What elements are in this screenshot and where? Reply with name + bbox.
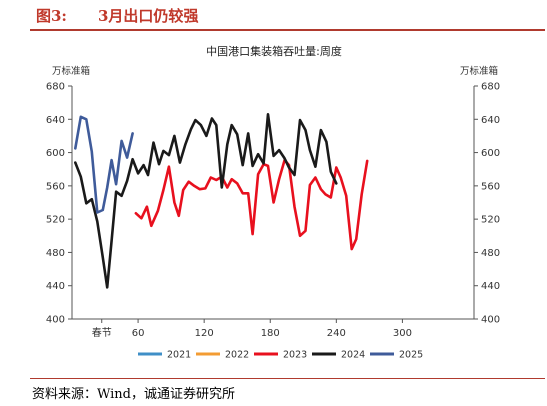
y-tick-label-right: 520 — [481, 215, 500, 226]
legend-label-2021: 2021 — [167, 350, 191, 361]
y-axis-right-label: 万标准箱 — [460, 65, 498, 77]
y-tick-label-left: 480 — [46, 248, 65, 259]
y-axis-left-label: 万标准箱 — [52, 65, 90, 77]
x-tick-label: 180 — [261, 328, 280, 339]
legend-label-2023: 2023 — [283, 350, 307, 361]
figure-number: 图3: — [36, 7, 67, 25]
y-tick-label-left: 520 — [46, 215, 65, 226]
y-tick-label-left: 400 — [46, 315, 65, 326]
y-tick-label-right: 400 — [481, 315, 500, 326]
y-tick-label-right: 440 — [481, 281, 500, 292]
y-tick-label-right: 680 — [481, 82, 500, 93]
x-tick-label: 春节 — [92, 327, 112, 339]
legend-label-2025: 2025 — [399, 350, 423, 361]
x-tick-label: 240 — [327, 328, 346, 339]
series-line-2024 — [74, 113, 338, 289]
source-note: 资料来源：Wind，诚通证券研究所 — [32, 387, 235, 402]
y-tick-label-right: 480 — [481, 248, 500, 259]
footer-rule — [30, 378, 545, 379]
y-tick-label-right: 640 — [481, 115, 500, 126]
y-tick-label-left: 640 — [46, 115, 65, 126]
series-line-2025 — [74, 115, 134, 214]
y-tick-label-left: 440 — [46, 281, 65, 292]
legend-label-2024: 2024 — [341, 350, 365, 361]
figure-header: 图3: 3月出口仍较强 — [4, 3, 543, 29]
x-tick-label: 300 — [393, 328, 412, 339]
y-tick-label-right: 560 — [481, 181, 500, 192]
chart-title: 中国港口集装箱吞吐量:周度 — [206, 44, 342, 58]
header-rule — [30, 29, 545, 31]
y-tick-label-left: 680 — [46, 82, 65, 93]
y-tick-label-right: 600 — [481, 148, 500, 159]
x-tick-label: 120 — [195, 328, 214, 339]
legend-label-2022: 2022 — [225, 350, 249, 361]
figure-title: 3月出口仍较强 — [98, 7, 199, 25]
y-tick-label-left: 600 — [46, 148, 65, 159]
y-tick-label-left: 560 — [46, 181, 65, 192]
series-line-2023 — [134, 158, 369, 251]
x-tick-label: 60 — [132, 328, 145, 339]
